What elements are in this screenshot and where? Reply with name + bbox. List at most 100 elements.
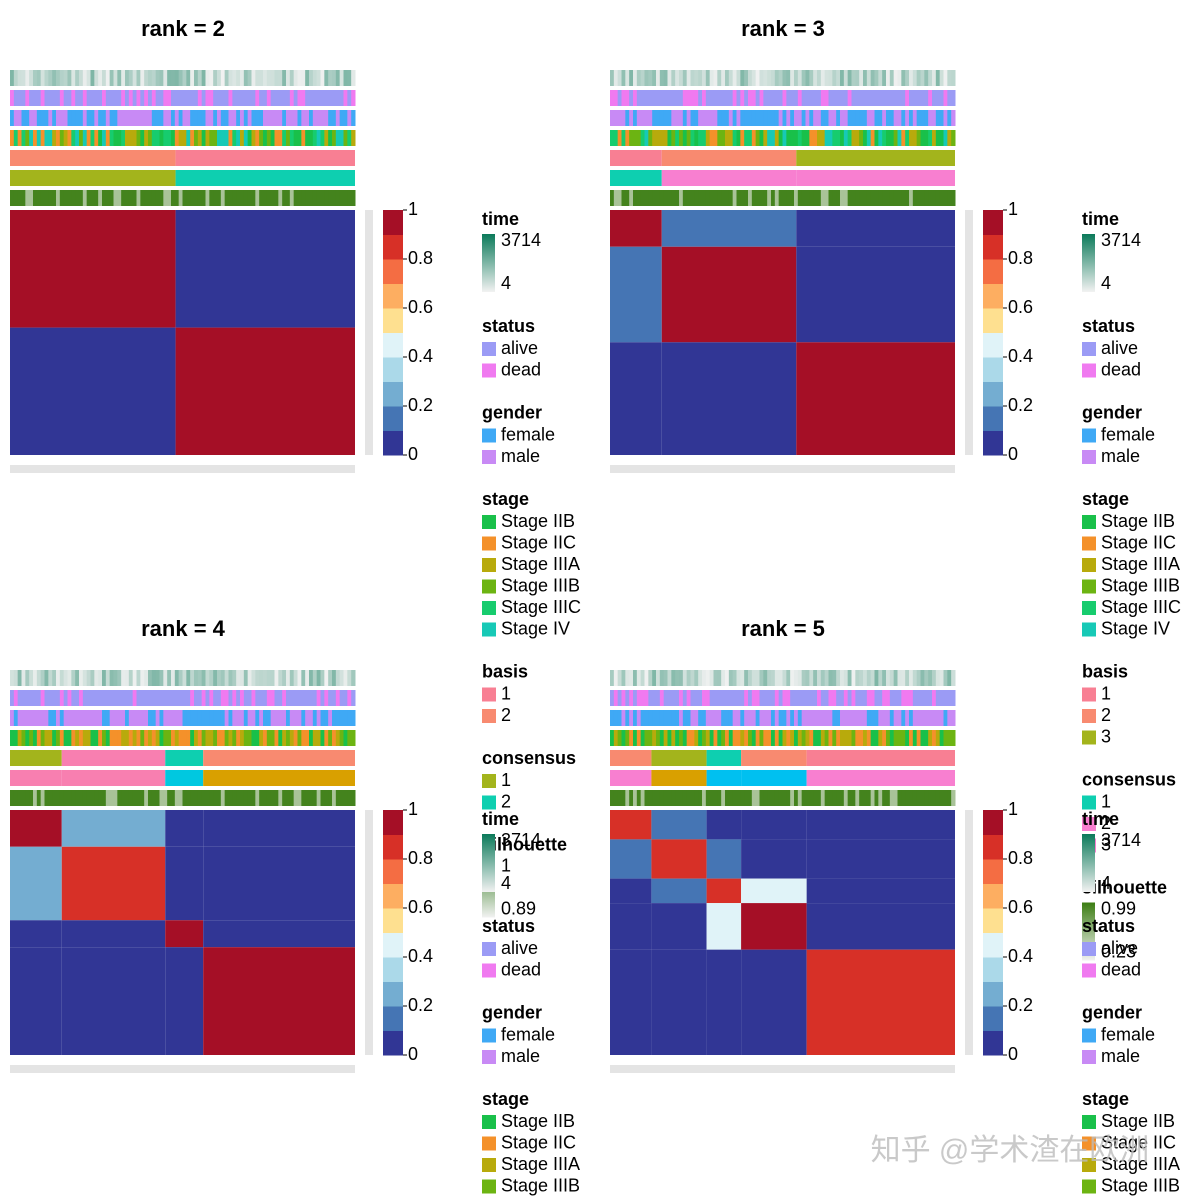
silhouette-track bbox=[736, 790, 741, 806]
status-track bbox=[36, 90, 42, 106]
time-track bbox=[29, 670, 34, 686]
gender-track bbox=[732, 710, 737, 726]
stage-track bbox=[178, 730, 183, 746]
status-track bbox=[912, 90, 918, 106]
status-track bbox=[255, 90, 260, 106]
silhouette-track bbox=[943, 790, 948, 806]
stage-track bbox=[878, 730, 883, 746]
time-track bbox=[682, 70, 688, 86]
time-track bbox=[671, 70, 676, 86]
gender-track bbox=[209, 710, 214, 726]
silhouette-track bbox=[644, 790, 649, 806]
gender-track bbox=[667, 110, 672, 126]
time-track bbox=[648, 70, 653, 86]
gender-track bbox=[270, 710, 275, 726]
gender-track bbox=[174, 110, 180, 126]
silhouette-track bbox=[820, 190, 826, 206]
silhouette-track bbox=[935, 190, 941, 206]
time-track bbox=[59, 670, 65, 686]
gender-track bbox=[113, 710, 118, 726]
status-track bbox=[901, 90, 906, 106]
gender-track bbox=[320, 110, 325, 126]
status-track bbox=[220, 690, 226, 706]
legend-title: gender bbox=[1082, 1002, 1142, 1022]
silhouette-track bbox=[621, 190, 626, 206]
time-track bbox=[255, 670, 260, 686]
heatmap-cell bbox=[61, 947, 166, 1055]
time-track bbox=[912, 670, 918, 686]
stage-track bbox=[228, 730, 233, 746]
legend-label: alive bbox=[1101, 938, 1138, 958]
status-track bbox=[71, 690, 76, 706]
silhouette-track bbox=[144, 190, 149, 206]
basis-track bbox=[661, 150, 797, 166]
stage-track bbox=[194, 130, 199, 146]
gender-track bbox=[717, 110, 722, 126]
time-track bbox=[105, 70, 111, 86]
stage-track bbox=[786, 130, 791, 146]
stage-track bbox=[748, 730, 753, 746]
status-track bbox=[832, 90, 837, 106]
silhouette-track bbox=[174, 190, 180, 206]
gender-track bbox=[912, 110, 918, 126]
silhouette-track bbox=[832, 190, 837, 206]
silhouette-track bbox=[686, 190, 691, 206]
gender-track bbox=[247, 110, 252, 126]
status-track bbox=[889, 690, 895, 706]
heatmap-cell bbox=[741, 878, 807, 904]
time-track bbox=[312, 70, 318, 86]
time-track bbox=[132, 70, 137, 86]
stage-track bbox=[163, 130, 168, 146]
gender-track bbox=[905, 110, 910, 126]
silhouette-track bbox=[44, 790, 49, 806]
gender-track bbox=[866, 110, 872, 126]
stage-track bbox=[312, 130, 318, 146]
status-track bbox=[205, 690, 210, 706]
silhouette-track bbox=[113, 190, 118, 206]
gender-track bbox=[224, 710, 229, 726]
status-track bbox=[48, 690, 53, 706]
status-track bbox=[847, 690, 852, 706]
gender-track bbox=[744, 110, 749, 126]
legend-label: 4 bbox=[501, 873, 511, 893]
gender-track bbox=[316, 110, 321, 126]
legend-swatch bbox=[482, 709, 496, 723]
silhouette-track bbox=[305, 190, 310, 206]
gender-track bbox=[171, 110, 176, 126]
stage-track bbox=[755, 130, 760, 146]
stage-track bbox=[25, 730, 30, 746]
gender-track bbox=[343, 110, 348, 126]
time-track bbox=[144, 670, 149, 686]
status-track bbox=[644, 90, 649, 106]
stage-track bbox=[824, 730, 829, 746]
stage-track bbox=[771, 130, 776, 146]
stage-track bbox=[312, 730, 318, 746]
time-track bbox=[167, 70, 172, 86]
time-track bbox=[725, 670, 730, 686]
silhouette-track bbox=[259, 790, 264, 806]
gender-track bbox=[901, 710, 906, 726]
status-track bbox=[663, 690, 668, 706]
status-track bbox=[667, 90, 672, 106]
gender-track bbox=[686, 110, 691, 126]
gender-track bbox=[136, 710, 141, 726]
stage-track bbox=[136, 130, 141, 146]
legend-label: 2 bbox=[1101, 813, 1111, 833]
gender-track bbox=[33, 710, 38, 726]
heatmap-cell bbox=[610, 839, 652, 879]
gender-track bbox=[213, 710, 218, 726]
legend-swatch bbox=[482, 1179, 496, 1194]
status-track bbox=[675, 690, 680, 706]
stage-track bbox=[805, 130, 810, 146]
silhouette-track bbox=[117, 190, 122, 206]
status-track bbox=[751, 90, 757, 106]
stage-track bbox=[859, 130, 864, 146]
gender-track bbox=[878, 110, 883, 126]
legend-label: Stage IV bbox=[501, 618, 570, 638]
silhouette-track bbox=[52, 790, 57, 806]
stage-track bbox=[186, 130, 191, 146]
stage-track bbox=[297, 130, 302, 146]
stage-track bbox=[316, 730, 321, 746]
silhouette-track bbox=[228, 190, 233, 206]
status-track bbox=[29, 690, 34, 706]
